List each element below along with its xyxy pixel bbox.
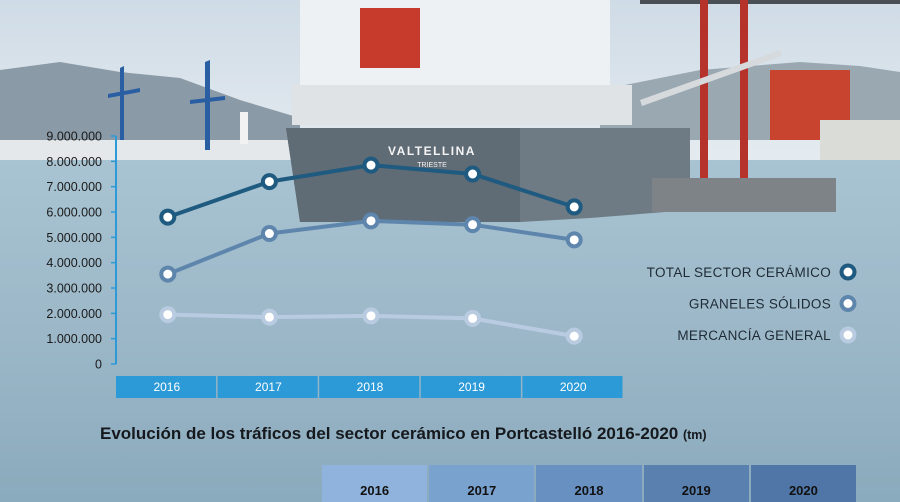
year-band-cell xyxy=(319,376,420,398)
data-point xyxy=(159,208,177,226)
legend: TOTAL SECTOR CERÁMICO GRANELES SÓLIDOS MER… xyxy=(647,263,857,344)
year-band-cell xyxy=(116,376,217,398)
year-band-cell xyxy=(522,376,623,398)
y-tick-label: 9.000.000 xyxy=(46,130,102,144)
data-point xyxy=(260,173,278,191)
data-point xyxy=(362,307,380,325)
y-tick-label: 1.000.000 xyxy=(46,332,102,346)
data-point xyxy=(260,225,278,243)
year-band-cell xyxy=(217,376,318,398)
data-point xyxy=(565,231,583,249)
y-tick-label: 4.000.000 xyxy=(46,256,102,270)
x-tick-label: 2019 xyxy=(458,380,485,394)
table-header-cell: 2020 xyxy=(750,465,857,502)
chart-title-text: Evolución de los tráficos del sector cer… xyxy=(100,424,679,443)
y-tick-label: 8.000.000 xyxy=(46,155,102,169)
data-point xyxy=(565,327,583,345)
x-axis-year-band: 2016 2017 2018 2019 2020 xyxy=(116,376,623,398)
data-point xyxy=(260,308,278,326)
data-point xyxy=(464,165,482,183)
legend-label: MERCANCÍA GENERAL xyxy=(677,328,831,343)
chart-unit: (tm) xyxy=(682,428,707,442)
table-header-cell: 2018 xyxy=(536,465,642,502)
y-tick-label: 7.000.000 xyxy=(46,180,102,194)
y-tick-label: 5.000.000 xyxy=(46,231,102,245)
x-tick-label: 2016 xyxy=(153,380,180,394)
data-point xyxy=(464,309,482,327)
data-point xyxy=(565,198,583,216)
series-layer xyxy=(159,156,583,345)
y-tick-label: 0 xyxy=(95,358,102,372)
crane-left-2 xyxy=(190,60,225,150)
ship: VALTELLINA TRIESTE xyxy=(286,0,690,222)
legend-marker xyxy=(839,326,857,344)
chart-title-block: Evolución de los tráficos del sector cer… xyxy=(0,424,900,450)
ship-port: TRIESTE xyxy=(417,162,447,169)
legend-marker xyxy=(839,295,857,312)
x-tick-label: 2018 xyxy=(357,380,384,394)
chart-title: Evolución de los tráficos del sector cer… xyxy=(100,424,707,444)
data-point xyxy=(362,156,380,174)
y-axis-ticks: 9.000.000 8.000.000 7.000.000 6.000.000 5.00… xyxy=(46,130,116,372)
legend-label: GRANELES SÓLIDOS xyxy=(689,297,831,312)
data-table-header: 2016 2017 2018 2019 2020 xyxy=(322,465,857,502)
y-tick-label: 2.000.000 xyxy=(46,307,102,321)
data-point xyxy=(159,265,177,283)
x-tick-label: 2020 xyxy=(560,380,587,394)
legend-label: TOTAL SECTOR CERÁMICO xyxy=(647,265,831,280)
data-point xyxy=(464,216,482,234)
loading-gantry xyxy=(640,0,900,212)
x-tick-label: 2017 xyxy=(255,380,282,394)
lighthouse xyxy=(240,112,248,144)
table-header-cell: 2016 xyxy=(322,465,428,502)
crane-left-1 xyxy=(108,66,140,140)
year-band-cell xyxy=(420,376,521,398)
legend-marker xyxy=(839,263,857,281)
y-tick-label: 6.000.000 xyxy=(46,206,102,220)
ship-name: VALTELLINA xyxy=(388,144,476,158)
y-tick-label: 3.000.000 xyxy=(46,282,102,296)
data-point xyxy=(362,212,380,230)
data-point xyxy=(159,306,177,324)
table-header-cell: 2019 xyxy=(643,465,749,502)
table-header-cell: 2017 xyxy=(429,465,535,502)
